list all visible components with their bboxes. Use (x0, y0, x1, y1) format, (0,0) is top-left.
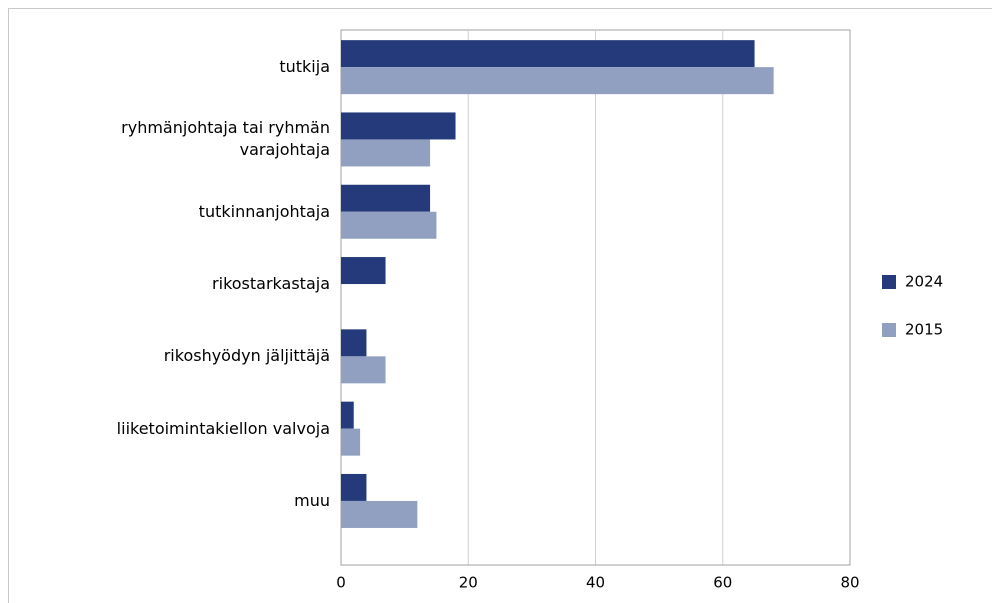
x-tick-label: 60 (713, 574, 732, 592)
bar (341, 473, 367, 501)
y-tick-label: muu (294, 490, 330, 510)
legend-swatch (882, 275, 896, 289)
y-tick-label: rikostarkastaja (212, 274, 330, 294)
legend-label: 2024 (905, 273, 943, 291)
bar (341, 356, 386, 384)
x-tick-label: 40 (586, 574, 605, 592)
bar (341, 184, 431, 212)
bar (341, 112, 456, 140)
bar (341, 211, 437, 239)
y-tick-label: liiketoimintakiellon valvoja (116, 418, 330, 438)
bar (341, 401, 354, 429)
frame (8, 8, 992, 603)
bar (341, 67, 774, 95)
bar (341, 428, 361, 456)
y-tick-label: ryhmänjohtaja tai ryhmän varajohtaja (121, 118, 330, 160)
bar (341, 139, 431, 167)
bar (341, 500, 418, 528)
x-tick-label: 80 (840, 574, 859, 592)
x-tick-label: 20 (459, 574, 478, 592)
bar (341, 329, 367, 357)
plot-frame (340, 29, 851, 566)
y-tick-label: tutkinnanjohtaja (198, 201, 330, 221)
y-tick-label: tutkija (279, 57, 330, 77)
bar (341, 40, 755, 68)
y-tick-label: rikoshyödyn jäljittäjä (163, 346, 330, 366)
legend-label: 2015 (905, 321, 943, 339)
x-tick-label: 0 (336, 574, 346, 592)
bar (341, 257, 386, 285)
legend-swatch (882, 323, 896, 337)
